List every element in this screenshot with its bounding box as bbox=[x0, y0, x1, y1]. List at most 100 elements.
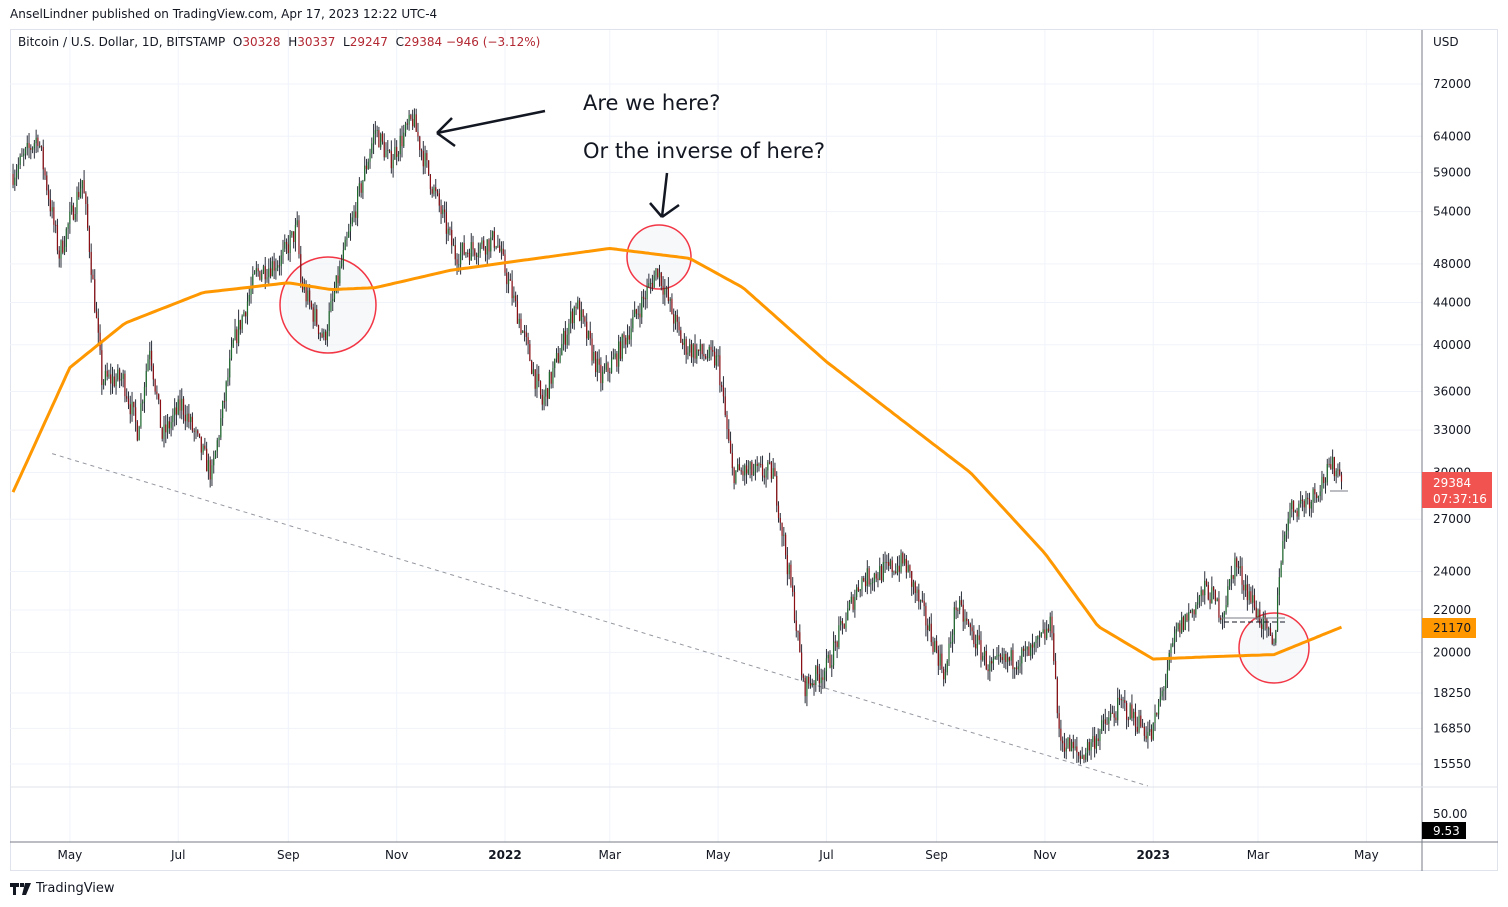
candle-body bbox=[168, 421, 170, 429]
candle-body bbox=[460, 251, 462, 265]
last-price-badge bbox=[1422, 472, 1492, 508]
candle-body bbox=[94, 279, 96, 312]
candle-body bbox=[374, 130, 376, 134]
candle-body bbox=[856, 587, 858, 598]
candle-body bbox=[1031, 644, 1034, 648]
candle-body bbox=[507, 279, 510, 285]
candle-body bbox=[293, 231, 295, 243]
candle-body bbox=[1234, 558, 1236, 579]
candle-body bbox=[758, 464, 760, 466]
candle-body bbox=[935, 640, 938, 651]
candle-body bbox=[603, 369, 606, 372]
candle-body bbox=[392, 159, 394, 169]
candle-body bbox=[1159, 696, 1161, 703]
candle-body bbox=[1284, 534, 1286, 542]
candle-body bbox=[824, 671, 826, 680]
candle-body bbox=[578, 300, 581, 321]
highlight-circle bbox=[1238, 612, 1310, 684]
candle-body bbox=[1333, 457, 1335, 477]
candle-body bbox=[531, 360, 533, 374]
candle-body bbox=[200, 436, 202, 453]
candle-body bbox=[618, 341, 620, 367]
candle-body bbox=[749, 462, 751, 470]
candle-body bbox=[543, 396, 545, 405]
arrow-annotation bbox=[436, 109, 546, 148]
candle-body bbox=[545, 388, 547, 397]
candle-body bbox=[1076, 746, 1078, 753]
candle-body bbox=[957, 609, 959, 611]
candle-body bbox=[1074, 746, 1076, 749]
high-value: 30337 bbox=[297, 35, 336, 49]
candle-body bbox=[1248, 591, 1250, 601]
candle-body bbox=[72, 205, 75, 220]
candle-body bbox=[390, 151, 392, 169]
candle-body bbox=[785, 534, 787, 556]
candle-body bbox=[314, 309, 316, 322]
high-label: H bbox=[288, 35, 298, 49]
candle-body bbox=[783, 534, 785, 536]
candle-body bbox=[1276, 595, 1279, 631]
candle-body bbox=[1161, 690, 1163, 697]
candle-body bbox=[1120, 699, 1122, 701]
candle-body bbox=[378, 130, 380, 148]
candle-body bbox=[705, 356, 707, 359]
candle-body bbox=[1157, 702, 1160, 715]
candle-body bbox=[165, 424, 167, 433]
candle-body bbox=[1149, 729, 1151, 732]
candle-body bbox=[323, 331, 325, 338]
candle-body bbox=[147, 359, 149, 371]
candle-body bbox=[919, 600, 922, 602]
candle-body bbox=[598, 358, 600, 365]
candle-body bbox=[513, 295, 515, 299]
candle-body bbox=[1337, 469, 1339, 471]
candle-body bbox=[465, 252, 467, 255]
candle-body bbox=[989, 661, 991, 672]
candle-body bbox=[175, 407, 178, 415]
candle-body bbox=[1168, 653, 1170, 670]
candle-body bbox=[959, 600, 961, 611]
y-tick-label: 54000 bbox=[1433, 205, 1471, 219]
candle-body bbox=[594, 352, 597, 373]
candle-body bbox=[39, 145, 41, 147]
candle-body bbox=[229, 358, 231, 378]
candle-body bbox=[600, 364, 602, 384]
candle-body bbox=[1211, 587, 1213, 604]
candle-body bbox=[277, 265, 279, 268]
candle-body bbox=[891, 560, 893, 572]
candle-body bbox=[67, 223, 69, 229]
candle-body bbox=[444, 209, 446, 213]
candle-body bbox=[58, 250, 60, 259]
candle-body bbox=[893, 571, 895, 573]
candle-body bbox=[433, 187, 435, 194]
candle-body bbox=[1072, 741, 1074, 749]
candle-body bbox=[682, 342, 684, 345]
candle-body bbox=[589, 330, 591, 339]
candle-body bbox=[156, 391, 158, 395]
candle-body bbox=[481, 240, 483, 245]
candle-body bbox=[1143, 726, 1145, 736]
currency-label: USD bbox=[1433, 35, 1459, 49]
candle-body bbox=[396, 146, 398, 157]
candle-body bbox=[262, 266, 265, 274]
candle-body bbox=[1015, 667, 1018, 670]
candle-body bbox=[309, 290, 311, 303]
candle-body bbox=[703, 354, 705, 357]
trendline bbox=[51, 453, 1149, 787]
candle-body bbox=[948, 643, 950, 662]
candle-body bbox=[676, 314, 678, 322]
candle-body bbox=[37, 137, 39, 147]
candle-body bbox=[1021, 648, 1023, 664]
candle-body bbox=[467, 252, 469, 254]
candle-body bbox=[152, 365, 154, 380]
chart-frame bbox=[10, 29, 1498, 871]
candle-body bbox=[850, 596, 852, 603]
candle-body bbox=[573, 306, 575, 324]
tradingview-logo[interactable]: TradingView bbox=[10, 881, 115, 896]
candle-body bbox=[351, 217, 353, 224]
candle-body bbox=[1328, 463, 1330, 465]
candle-body bbox=[410, 114, 412, 119]
candle-body bbox=[660, 272, 662, 286]
candle-body bbox=[253, 272, 256, 275]
candle-body bbox=[1141, 726, 1144, 728]
